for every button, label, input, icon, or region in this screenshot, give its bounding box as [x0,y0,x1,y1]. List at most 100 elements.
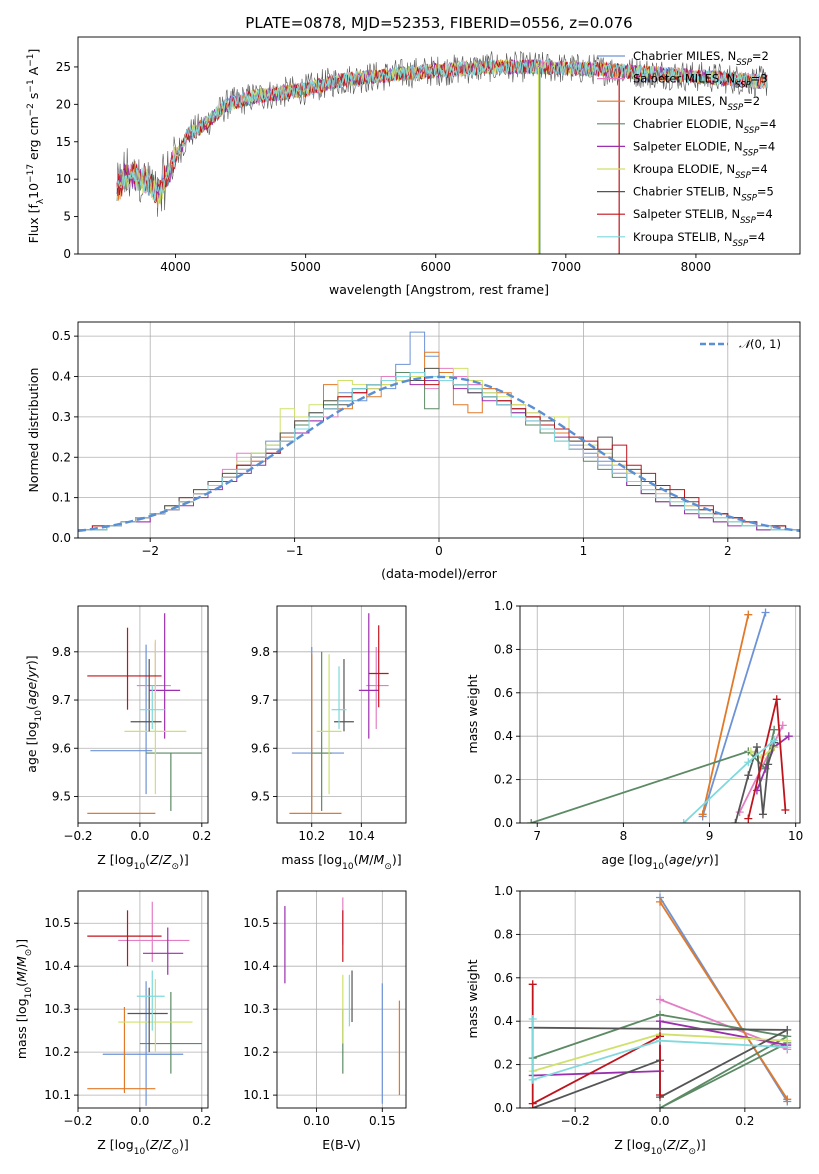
x-tick-label: 8000 [681,260,712,274]
y-tick-label: 10.2 [44,1045,71,1059]
legend-label: Salpeter ELODIE, NSSP=4 [633,139,775,158]
residuals-plot-area [78,331,800,538]
plus-marker [764,760,773,769]
plus-marker [781,805,790,814]
plus-marker [778,721,787,730]
x-tick-label: 0.10 [303,1114,330,1128]
weight-series-kroupa-stelib [679,736,779,823]
weight-series-kroupa-miles [656,897,792,1104]
y-tick-label: 0.5 [52,329,71,343]
plus-marker [656,897,664,906]
plus-marker [656,995,664,1004]
x-tick-label: 10.4 [348,829,375,843]
plus-marker [528,1015,537,1024]
x-axis-label: (data-model)/error [381,566,498,581]
y-axis-label: mass [log10(M/M⊙)] [14,939,34,1059]
plus-marker [744,610,753,619]
weight-series-salpeter-stelib [744,695,790,823]
x-tick-label: 7000 [551,260,582,274]
series-line [738,724,784,813]
x-axis-label: E(B-V) [322,1137,361,1152]
errorbar-salpeter-stelib [87,910,162,967]
residuals-frame [77,321,801,539]
mass-vs-EBV-frame [276,890,407,1109]
mass-weight-vs-Z-plot-area [528,893,792,1108]
hist-step-chabrier-stelib [78,367,800,538]
y-tick-label: 9.5 [52,789,71,803]
x-tick-label: −0.2 [561,1114,590,1128]
weight-series-kroupa-miles [698,610,753,819]
series-line [659,901,789,1100]
y-tick-label: 5 [63,210,71,224]
y-tick-label: 0 [63,247,71,261]
x-tick-label: 8 [620,829,628,843]
legend-label: Kroupa ELODIE, NSSP=4 [633,162,768,181]
plus-marker [744,814,753,823]
x-tick-label: 0.2 [735,1114,754,1128]
plus-marker [528,1099,537,1108]
y-axis-label: age [log10(age/yr)] [24,655,44,772]
spectrum-axes: 4000 5000 6000 7000 8000 0 5 10 15 20 25 [56,36,801,274]
y-tick-label: 10.1 [44,1088,71,1102]
series-line [531,984,661,1106]
weight-series-kroupa-stelib [528,1015,792,1084]
mass-weight-vs-Z-frame [519,890,801,1109]
y-tick-label: 15 [56,135,71,149]
y-tick-label: 9.8 [52,645,71,659]
y-tick-label: 0.8 [494,927,513,941]
series-line [701,614,750,815]
errorbar-kroupa-stelib [331,666,347,729]
plus-marker [656,1036,664,1045]
y-tick-label: 20 [56,97,71,111]
x-tick-label: 0.0 [130,829,149,843]
x-tick-label: 10 [788,829,803,843]
x-tick-label: 7 [533,829,541,843]
plus-marker [783,1025,792,1034]
weight-series-salpeter-stelib [528,980,664,1108]
y-tick-label: 10.5 [243,916,270,930]
errorbar-kroupa-stelib [136,970,165,1031]
plus-marker [656,1104,664,1108]
y-tick-label: 0.8 [494,642,513,656]
y-tick-label: 0.3 [52,410,71,424]
series-line [530,729,776,823]
errorbar-salpeter-stelib [368,625,389,708]
mass-vs-Z-frame [77,890,209,1109]
y-tick-label: 10.4 [44,959,71,973]
spectrum-plot-area [116,50,768,254]
x-tick-label: −0.2 [63,1114,92,1128]
y-tick-label: 10.2 [243,1045,270,1059]
legend-label: Kroupa STELIB, NSSP=4 [633,230,765,249]
plus-marker [752,743,761,752]
x-tick-label: −0.2 [63,829,92,843]
mass-vs-EBV-plot-area [284,897,401,1104]
mass-vs-EBV-axes: 0.10 0.15 10.1 10.2 10.3 10.4 10.5 [243,890,407,1128]
plus-marker [679,819,688,823]
series-line [701,612,767,817]
y-tick-label: 9.6 [52,741,71,755]
hist-step-salpeter-elodie [78,376,800,538]
y-tick-label: 9.6 [251,741,270,755]
x-tick-label: 0.2 [192,829,211,843]
x-axis-label: mass [log10(M/M⊙)] [281,852,401,872]
y-tick-label: 10.1 [243,1088,270,1102]
y-tick-label: 10.3 [243,1002,270,1016]
errorbar-kroupa-elodie [118,979,193,1053]
mass-weight-vs-Z-axes: −0.2 0.0 0.2 0.0 0.2 0.4 0.6 0.8 1.0 [494,884,801,1128]
y-axis-label: Flux [fλ10−17 erg cm−2 s−1 A−1] [26,49,46,244]
y-tick-label: 9.8 [251,645,270,659]
plus-marker [746,747,755,756]
plus-marker [770,725,779,734]
y-tick-label: 25 [56,60,71,74]
errorbar-kroupa-miles [87,1007,156,1093]
x-tick-label: 9 [706,829,714,843]
plus-marker [761,608,770,617]
plus-marker [528,980,537,989]
spectrum-frame [77,36,801,255]
legend-label: Chabrier STELIB, NSSP=5 [633,185,774,204]
x-tick-label: 6000 [420,260,451,274]
plus-marker [783,1043,792,1052]
age-vs-mass-axes: 10.2 10.4 9.5 9.6 9.7 9.8 [251,605,407,843]
spectrum-line-kroupa-stelib [116,58,768,201]
y-tick-label: 0.2 [494,1058,513,1072]
